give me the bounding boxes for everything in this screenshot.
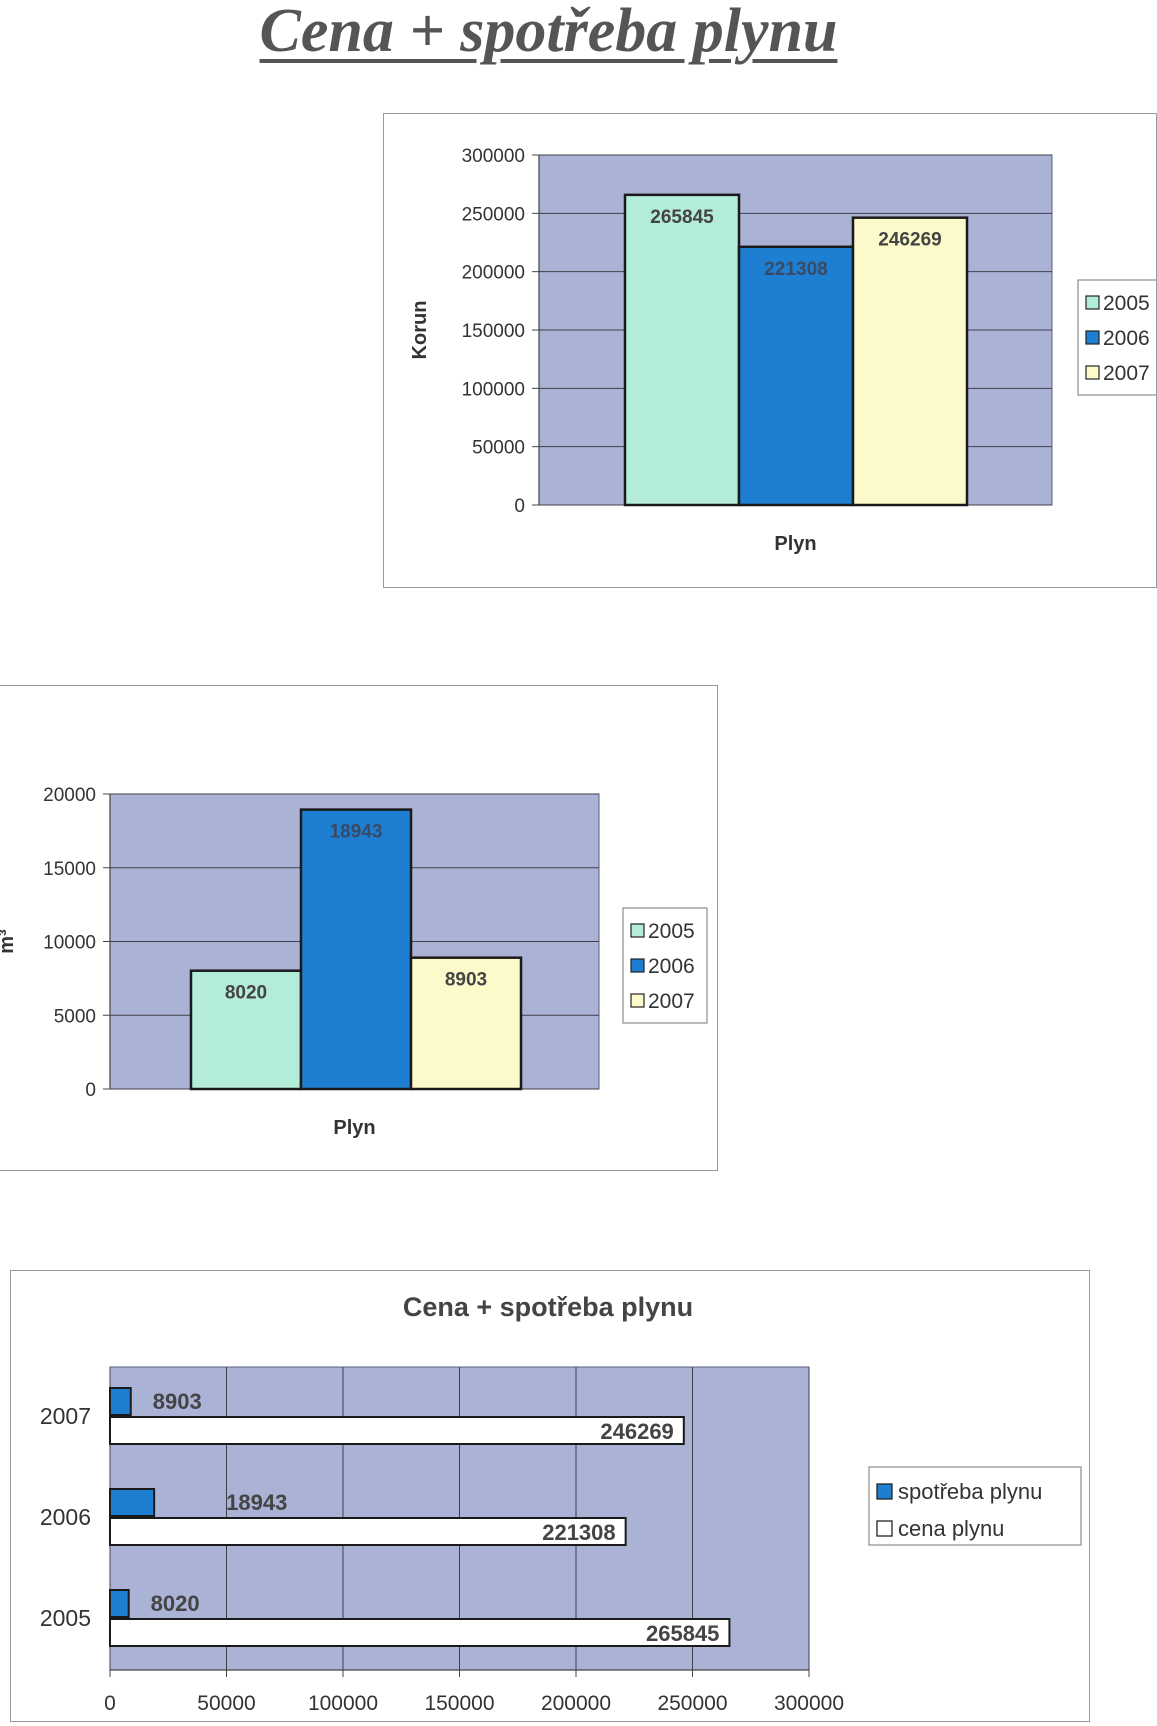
y-axis-label: Korun [409,301,431,360]
legend-swatch [876,1483,893,1500]
legend-box [868,1466,1082,1546]
x-tick-label: 150000 [424,1692,494,1715]
y-category-label: 2006 [40,1504,91,1530]
y-axis-label: m³ [0,929,18,954]
y-tick-label: 50000 [472,438,525,459]
data-label: 8903 [445,970,487,991]
chart-combined-frame: Cena + spotřeba plynu 0 50000 100000 150000 2… [10,1270,1090,1722]
chart-cena-spotreba-horizontal: Cena + spotřeba plynu 0 50000 100000 150000 2… [40,1292,1082,1715]
legend-label: 2007 [1103,362,1150,385]
page-title: Cena + spotřeba plynu [259,0,838,65]
data-label: 8020 [151,1591,200,1616]
data-label: 265845 [646,1621,719,1646]
x-axis-label: Plyn [333,1117,375,1139]
data-label: 8903 [153,1389,202,1414]
chart-title: Cena + spotřeba plynu [403,1292,693,1322]
x-tick-label: 200000 [541,1692,611,1715]
bar-2007 [409,956,523,1091]
legend-label: 2007 [648,990,695,1013]
legend-swatch-2006 [1085,330,1100,345]
legend-swatch [876,1520,893,1537]
legend-swatch-2005 [1085,295,1100,310]
y-category-label: 2005 [40,1605,91,1631]
legend-label: 2006 [648,955,695,978]
chart-spotreba-frame: 0 5000 10000 15000 20000 8020 18943 8903 Plyn m³ 2… [0,685,718,1171]
bar-2007 [851,216,969,507]
bar-spotreba-2007 [109,1387,132,1416]
bar-2005 [623,193,741,507]
bar-2005 [189,969,303,1091]
y-tick-label: 300000 [462,146,525,167]
legend-swatch-2007 [630,993,645,1008]
y-category-label: 2007 [40,1403,91,1429]
data-label: 18943 [226,1490,287,1515]
y-tick-label: 250000 [462,204,525,225]
chart-spotreba-m3: 0 5000 10000 15000 20000 8020 18943 8903 Plyn m³ 2… [0,785,708,1139]
x-tick-label: 250000 [657,1692,727,1715]
legend-label: cena plynu [898,1516,1004,1541]
data-label: 221308 [764,259,827,280]
legend-swatch-2005 [630,923,645,938]
x-tick-label: 100000 [308,1692,378,1715]
data-label: 221308 [542,1520,615,1545]
y-tick-label: 15000 [43,859,96,880]
y-tick-label: 10000 [43,933,96,954]
x-tick-label: 0 [104,1692,116,1715]
bar-cena-2007 [109,1416,685,1445]
bar-2006 [737,245,855,507]
y-tick-label: 20000 [43,785,96,806]
chart-cena-frame: 0 50000 100000 150000 200000 250000 300000 2658… [383,113,1157,588]
x-axis-label: Plyn [774,533,816,555]
bar-spotreba-2005 [109,1589,130,1618]
y-tick-label: 150000 [462,321,525,342]
bar-2006 [299,808,413,1091]
legend-label: 2005 [1103,292,1150,315]
data-label: 8020 [225,983,267,1004]
data-label: 18943 [330,822,383,843]
data-label: 246269 [878,230,941,251]
y-tick-label: 200000 [462,263,525,284]
bar-spotreba-2006 [109,1488,156,1517]
bar-cena-2006 [109,1517,627,1546]
legend-label: spotřeba plynu [898,1479,1042,1504]
bar-cena-2005 [109,1618,731,1647]
x-tick-label: 300000 [774,1692,844,1715]
y-tick-label: 100000 [462,379,525,400]
legend-swatch-2007 [1085,365,1100,380]
data-label: 265845 [650,207,714,228]
x-tick-label: 50000 [197,1692,255,1715]
y-tick-label: 5000 [54,1006,96,1027]
data-label: 246269 [600,1419,673,1444]
legend-swatch-2006 [630,958,645,973]
legend-label: 2005 [648,920,695,943]
legend-label: 2006 [1103,327,1150,350]
chart-cena-korun: 0 50000 100000 150000 200000 250000 300000 2658… [409,146,1157,555]
y-tick-label: 0 [514,496,525,517]
y-tick-label: 0 [85,1080,96,1101]
